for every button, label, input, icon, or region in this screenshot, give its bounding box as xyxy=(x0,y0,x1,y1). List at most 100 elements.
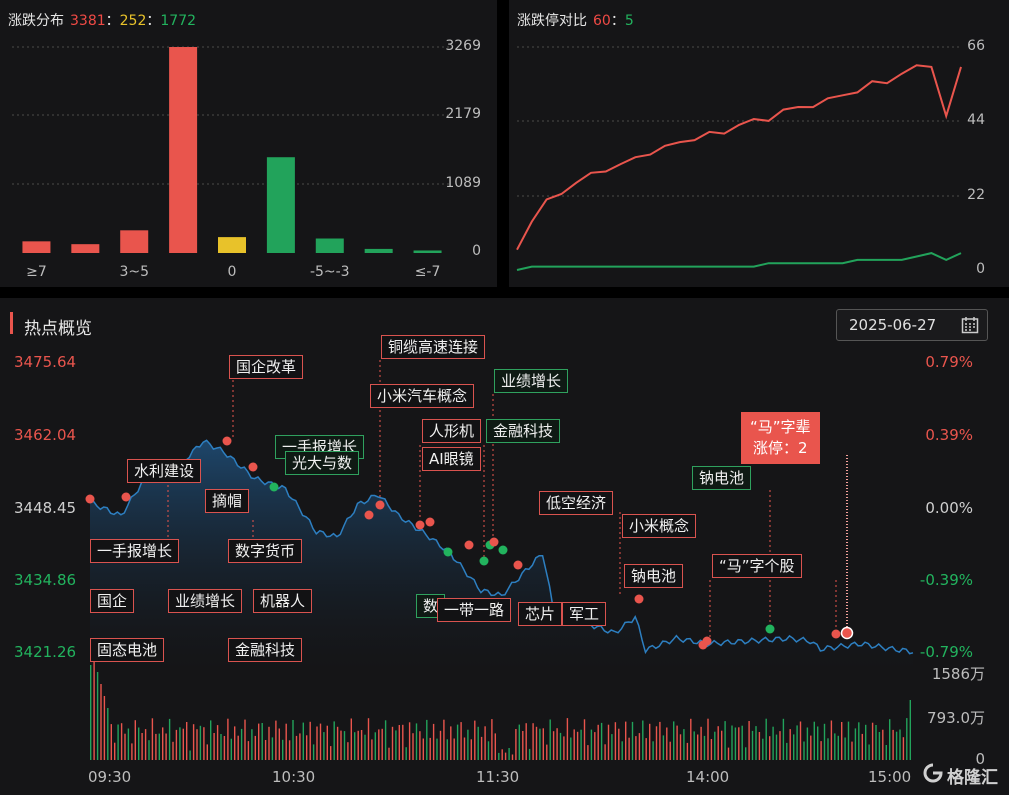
volume-bar xyxy=(357,730,359,760)
volume-bar xyxy=(871,722,874,760)
time-label: 09:30 xyxy=(88,768,132,786)
volume-bar xyxy=(388,747,390,760)
volume-bar xyxy=(765,718,767,760)
volume-bar xyxy=(861,733,863,760)
hotspot-tag[interactable]: 人形机 xyxy=(422,419,482,443)
y-tick-label: 44 xyxy=(967,112,985,128)
volume-bar xyxy=(261,723,263,760)
calendar-icon[interactable] xyxy=(961,316,979,334)
hotspot-tag[interactable]: 数字货币 xyxy=(228,539,303,563)
volume-bar xyxy=(649,723,651,760)
volume-bar xyxy=(127,728,130,760)
volume-bar xyxy=(501,749,503,760)
event-marker xyxy=(121,492,131,502)
event-marker xyxy=(479,556,489,566)
volume-bar xyxy=(573,729,575,760)
event-marker xyxy=(364,510,374,520)
volume-bar xyxy=(803,741,805,760)
volume-bar xyxy=(556,728,558,760)
hotspot-tag[interactable]: 小米概念 xyxy=(622,514,697,538)
y-tick-label: 1089 xyxy=(445,175,481,191)
hotspot-tag[interactable]: 业绩增长 xyxy=(168,589,243,613)
volume-bar xyxy=(909,700,911,760)
highlight-tag[interactable]: “马”字辈 涨停：2 xyxy=(741,412,820,464)
volume-bar xyxy=(484,726,486,760)
volume-bar xyxy=(155,733,157,760)
volume-bar xyxy=(734,727,737,760)
hotspot-tag[interactable]: “马”字个股 xyxy=(712,554,802,578)
hotspot-tag[interactable]: 机器人 xyxy=(253,589,313,613)
volume-bar xyxy=(868,744,870,760)
volume-bar xyxy=(875,725,877,760)
hotspot-title: 热点概览 xyxy=(24,319,92,339)
volume-bar xyxy=(275,720,277,760)
volume-bar xyxy=(398,725,400,760)
volume-bar xyxy=(326,725,328,760)
hotspot-tag[interactable]: 小米汽车概念 xyxy=(370,384,475,408)
volume-bar xyxy=(669,741,671,760)
volume-bar xyxy=(817,726,819,760)
volume-bar xyxy=(635,736,637,760)
y-tick-label: 3269 xyxy=(445,38,481,54)
hotspot-tag[interactable]: 国企 xyxy=(90,589,135,613)
hotspot-tag[interactable]: 军工 xyxy=(562,602,607,626)
volume-bar xyxy=(899,729,901,760)
event-marker xyxy=(425,517,435,527)
hotspot-tag[interactable]: 固态电池 xyxy=(90,638,165,662)
bar-7~5 xyxy=(71,244,100,253)
volume-bar xyxy=(697,734,699,760)
volume-bar xyxy=(676,725,678,760)
hotspot-tag[interactable]: 芯片 xyxy=(518,602,563,626)
hotspot-tag[interactable]: 铜缆高速连接 xyxy=(381,335,486,359)
volume-bar xyxy=(690,718,692,760)
volume-bar xyxy=(847,721,850,760)
volume-bar xyxy=(902,737,905,760)
volume-bar xyxy=(124,733,126,760)
volume-bar xyxy=(638,733,641,760)
highlight-tag-line: “马”字辈 xyxy=(750,418,811,436)
volume-bar xyxy=(374,732,376,760)
hotspot-tag[interactable]: 业绩增长 xyxy=(494,369,569,393)
volume-bar xyxy=(278,728,280,760)
volume-bar xyxy=(179,727,181,760)
volume-bar xyxy=(827,738,829,760)
volume-bar xyxy=(662,735,665,760)
hotspot-tag[interactable]: 钠电池 xyxy=(624,564,684,588)
volume-bar xyxy=(408,722,411,760)
hotspot-tag[interactable]: 低空经济 xyxy=(539,491,614,515)
event-marker xyxy=(765,624,775,634)
volume-bar xyxy=(631,721,634,760)
bar-3~0 xyxy=(169,47,198,253)
volume-bar xyxy=(758,732,761,760)
volume-bar xyxy=(813,721,815,760)
volume-bar xyxy=(841,722,843,760)
volume-tick-label: 793.0万 xyxy=(927,709,985,727)
volume-bar xyxy=(721,730,723,760)
volume-bar xyxy=(525,723,527,760)
volume-bar xyxy=(405,747,407,760)
event-marker xyxy=(375,500,385,510)
volume-bar xyxy=(460,722,462,760)
date-value: 2025-06-27 xyxy=(849,316,937,334)
date-picker[interactable]: 2025-06-27 xyxy=(836,309,988,341)
hotspot-tag[interactable]: 水利建设 xyxy=(127,459,202,483)
hotspot-tag[interactable]: AI眼镜 xyxy=(422,447,481,471)
hotspot-tag[interactable]: 一带一路 xyxy=(437,598,512,622)
bar--3~-5 xyxy=(315,238,344,253)
hotspot-tag[interactable]: 摘帽 xyxy=(205,489,250,513)
hotspot-tag[interactable]: 金融科技 xyxy=(486,419,561,443)
left-tick-label: 3448.45 xyxy=(14,499,77,517)
hotspot-tag[interactable]: 国企改革 xyxy=(229,355,304,379)
hotspot-tag[interactable]: 一手报增长 xyxy=(90,539,180,563)
hotspot-tag[interactable]: 金融科技 xyxy=(228,638,303,662)
hotspot-tag[interactable]: 钠电池 xyxy=(692,466,752,490)
volume-bar xyxy=(755,726,757,760)
bar-≤-7 xyxy=(413,250,442,253)
volume-bar xyxy=(858,722,860,760)
volume-bar xyxy=(175,729,178,760)
hotspot-tag[interactable]: 光大与数 xyxy=(285,451,360,475)
volume-bar xyxy=(559,732,562,760)
volume-bar xyxy=(789,729,791,760)
series-跌停 xyxy=(516,252,962,271)
volume-bar xyxy=(254,735,256,760)
